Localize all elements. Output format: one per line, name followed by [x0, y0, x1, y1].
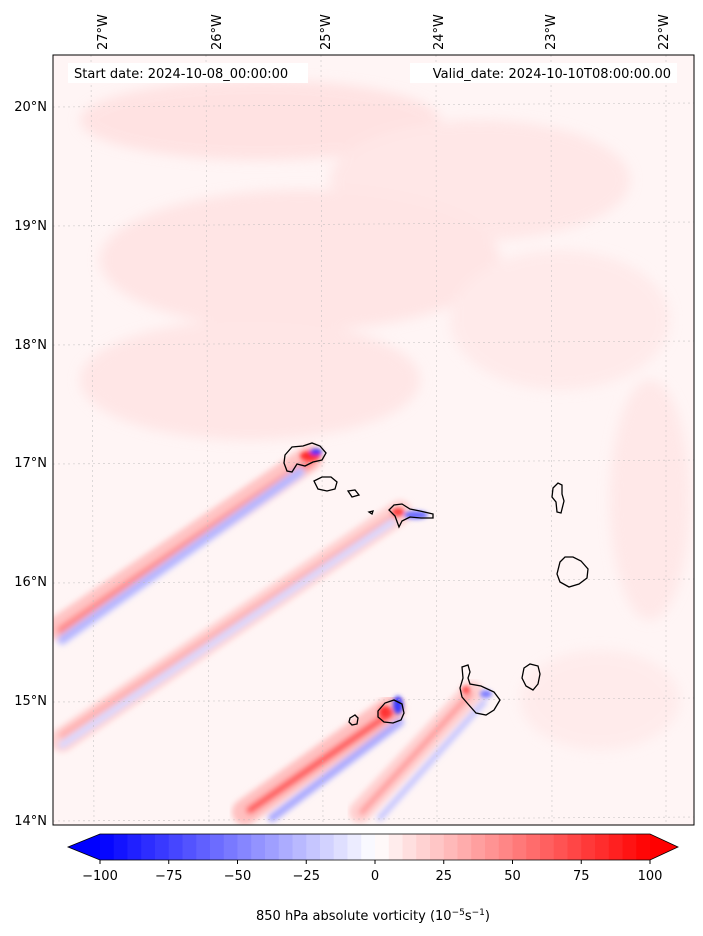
colorbar-cell	[223, 834, 238, 860]
colorbar-cell	[113, 834, 128, 860]
colorbar-cell	[237, 834, 252, 860]
colorbar-max-extend	[650, 834, 678, 860]
colorbar-cell	[375, 834, 390, 860]
colorbar-cell	[416, 834, 431, 860]
island-santiago	[459, 664, 501, 716]
lat-label: 19°N	[14, 219, 47, 234]
colorbar-cell	[333, 834, 348, 860]
lat-label: 14°N	[14, 814, 47, 829]
start-date-box	[68, 63, 308, 83]
colorbar-tick-label: 100	[638, 869, 663, 884]
colorbar-cell	[196, 834, 211, 860]
latitude-labels: 20°N 19°N 18°N 17°N 16°N 15°N 14°N	[14, 100, 47, 829]
lat-label: 20°N	[14, 100, 47, 115]
start-date-label: Start date: 2024-10-08_00:00:00	[74, 67, 288, 82]
colorbar-cell	[155, 834, 170, 860]
colorbar-cell	[182, 834, 197, 860]
lon-label: 24°W	[432, 14, 447, 50]
island-brava	[348, 714, 359, 726]
colorbar-cell	[320, 834, 335, 860]
colorbar-tick-label: −25	[293, 869, 320, 884]
lon-label: 23°W	[544, 14, 559, 50]
colorbar-cell	[457, 834, 472, 860]
colorbar-tick-label: 25	[435, 869, 452, 884]
colorbar-tick-label: −100	[82, 869, 118, 884]
lon-label: 27°W	[96, 14, 111, 50]
colorbar-cell	[347, 834, 362, 860]
colorbar-cell	[540, 834, 555, 860]
lon-label: 25°W	[319, 14, 334, 50]
colorbar-ticks	[99, 860, 651, 864]
island-sao-nicolau	[388, 503, 434, 529]
island-santo-antao	[283, 442, 327, 473]
colorbar-cell	[141, 834, 156, 860]
colorbar-cell	[622, 834, 637, 860]
colorbar-cell	[251, 834, 266, 860]
colorbar-cell	[581, 834, 596, 860]
lon-label: 26°W	[210, 14, 225, 50]
colorbar-min-extend	[68, 834, 100, 860]
colorbar-tick-labels: −100 −75 −50 −25 0 25 50 75 100	[82, 869, 662, 884]
valid-date-label: Valid_date: 2024-10-10T08:00:00.00	[433, 67, 671, 82]
island-maio	[521, 663, 541, 691]
colorbar-cell	[388, 834, 403, 860]
island-santa-luzia	[346, 489, 361, 498]
colorbar: −100 −75 −50 −25 0 25 50 75 100 850 hPa absolute…	[66, 833, 679, 924]
colorbar-tick-label: 50	[504, 869, 521, 884]
colorbar-cell	[100, 834, 115, 860]
island-boa-vista	[556, 556, 589, 588]
lon-label: 22°W	[657, 14, 672, 50]
lat-label: 17°N	[14, 456, 47, 471]
colorbar-cell	[512, 834, 527, 860]
valid-date-box	[410, 63, 677, 83]
colorbar-cell	[471, 834, 486, 860]
colorbar-cell	[265, 834, 280, 860]
colorbar-tick-label: −75	[155, 869, 182, 884]
map-panel: Start date: 2024-10-08_00:00:00 Valid_da…	[52, 54, 695, 826]
colorbar-cell	[278, 834, 293, 860]
colorbar-cells	[100, 834, 651, 860]
colorbar-tick-label: −50	[224, 869, 251, 884]
colorbar-cell	[168, 834, 183, 860]
colorbar-cell	[636, 834, 651, 860]
lat-label: 18°N	[14, 338, 47, 353]
longitude-labels: 27°W 26°W 25°W 24°W 23°W 22°W	[96, 14, 672, 50]
colorbar-cell	[553, 834, 568, 860]
vorticity-field	[53, 80, 690, 825]
map-frame	[52, 54, 695, 826]
colorbar-cell	[595, 834, 610, 860]
colorbar-cell	[292, 834, 307, 860]
coastlines	[283, 442, 589, 726]
colorbar-cell	[402, 834, 417, 860]
colorbar-cell	[485, 834, 500, 860]
lat-label: 15°N	[14, 694, 47, 709]
colorbar-tick-label: 75	[573, 869, 590, 884]
lat-label: 16°N	[14, 575, 47, 590]
colorbar-cell	[430, 834, 445, 860]
island-sao-vicente	[313, 476, 338, 492]
colorbar-cell	[608, 834, 623, 860]
colorbar-tick-label: 0	[371, 869, 379, 884]
gridlines	[53, 55, 694, 825]
island-fogo	[377, 699, 405, 724]
colorbar-cell	[210, 834, 225, 860]
colorbar-cell	[498, 834, 513, 860]
colorbar-cell	[361, 834, 376, 860]
colorbar-cell	[567, 834, 582, 860]
island-sal	[551, 482, 565, 514]
colorbar-cell	[306, 834, 321, 860]
colorbar-cell	[526, 834, 541, 860]
colorbar-cell	[127, 834, 142, 860]
islet-raso	[367, 510, 374, 516]
colorbar-label: 850 hPa absolute vorticity (10−5s−1)	[256, 908, 490, 924]
colorbar-cell	[443, 834, 458, 860]
